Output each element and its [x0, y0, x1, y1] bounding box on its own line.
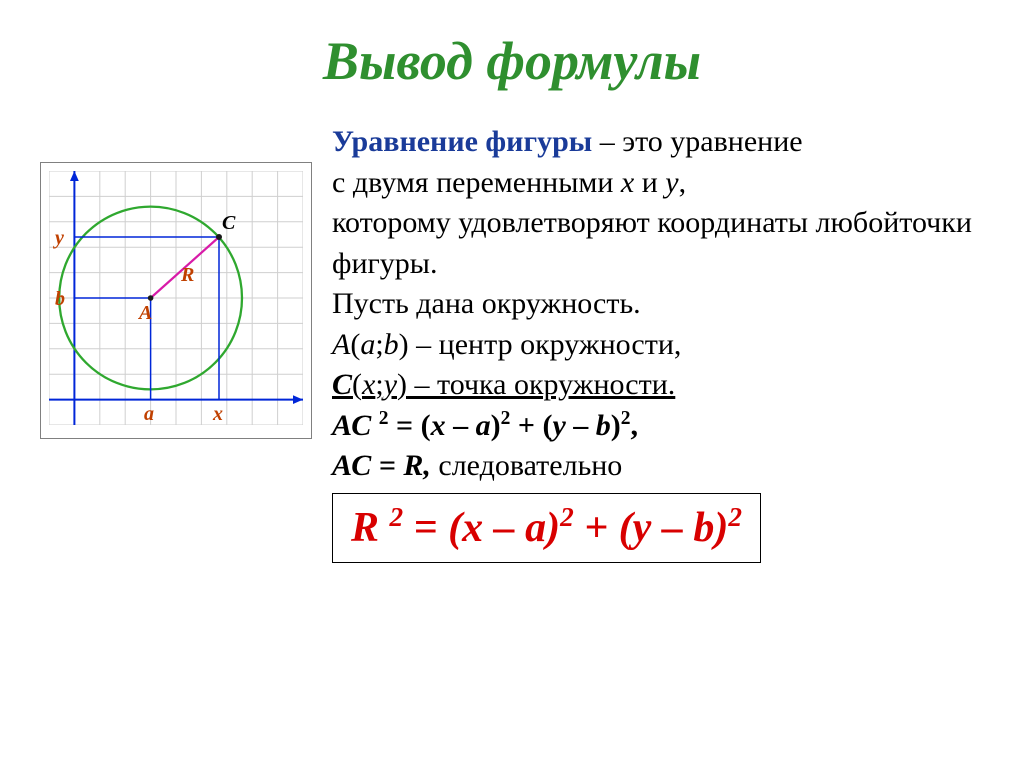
p6-C: С: [332, 368, 352, 401]
label-R: R: [180, 264, 194, 286]
p6-rest: – точка окружности.: [407, 368, 675, 401]
f-sup2: 2: [560, 502, 574, 532]
text-column: Уравнение фигуры – это уравнение с двумя…: [332, 122, 984, 563]
paragraph-4: Пусть дана окружность.: [332, 284, 984, 325]
f-sup3: 2: [728, 502, 742, 532]
f-eq: = (: [403, 505, 462, 551]
f-m2: –: [651, 505, 693, 551]
p6-x: х: [362, 368, 375, 401]
p6-open: (: [352, 368, 362, 401]
p7-m1: –: [446, 409, 476, 442]
term: Уравнение фигуры: [332, 125, 592, 158]
p8-rest: следовательно: [431, 449, 622, 482]
p7-eq: = (: [389, 409, 431, 442]
p6-y: у: [384, 368, 397, 401]
p7-c1: ): [491, 409, 501, 442]
p7-m2: –: [566, 409, 596, 442]
label-x: x: [212, 403, 223, 425]
label-A: A: [137, 302, 152, 324]
f-c1: ): [546, 505, 560, 551]
p1-rest: – это уравнение: [592, 125, 802, 158]
p7-sup1: 2: [379, 408, 389, 429]
p7-comma: ,: [631, 409, 639, 442]
paragraph-5: А(а;b) – центр окружности,: [332, 325, 984, 366]
p6-sep: ;: [375, 368, 383, 401]
p7-sup2: 2: [501, 408, 511, 429]
p5-a: а: [360, 328, 375, 361]
p7-c2: ): [611, 409, 621, 442]
var-y: у: [665, 166, 678, 199]
paragraph-1: Уравнение фигуры – это уравнение: [332, 122, 984, 163]
f-m1: –: [483, 505, 525, 551]
slide: Вывод формулы: [0, 0, 1024, 767]
p7-x: х: [431, 409, 446, 442]
f-c2: ): [714, 505, 728, 551]
f-R: R: [351, 505, 390, 551]
point-c-dot: [216, 234, 222, 240]
p7-a: а: [476, 409, 491, 442]
f-y: у: [633, 505, 652, 551]
p5-A: А: [332, 328, 350, 361]
p2b: и: [634, 166, 665, 199]
f-plus: + (: [574, 505, 633, 551]
p5-sep: ;: [375, 328, 383, 361]
f-b: b: [693, 505, 714, 551]
f-sup1: 2: [390, 502, 404, 532]
label-C: C: [222, 212, 236, 234]
f-a: а: [525, 505, 546, 551]
paragraph-8: АС = R, следовательно: [332, 446, 984, 487]
label-a: a: [144, 403, 154, 425]
p7-plus: + (: [510, 409, 552, 442]
p8-AC: АС = R,: [332, 449, 431, 482]
diagram-container: A C R y b a x: [40, 162, 312, 439]
p5-b: b: [384, 328, 399, 361]
p5-rest: – центр окружности,: [409, 328, 682, 361]
label-b: b: [55, 288, 65, 310]
p7-AC: АС: [332, 409, 379, 442]
paragraph-6: С(х;у) – точка окружности.: [332, 365, 984, 406]
paragraph-2: с двумя переменными х и у,: [332, 163, 984, 204]
f-x: х: [462, 505, 483, 551]
main-formula: R 2 = (х – а)2 + (у – b)2: [332, 493, 761, 564]
p2c: ,: [679, 166, 687, 199]
slide-title: Вывод формулы: [40, 30, 984, 92]
paragraph-7: АС 2 = (х – а)2 + (у – b)2,: [332, 406, 984, 447]
p5-close: ): [399, 328, 409, 361]
p5-open: (: [350, 328, 360, 361]
label-y: y: [53, 227, 64, 249]
center-dot: [148, 295, 154, 301]
p2a: с двумя переменными: [332, 166, 621, 199]
p6-close: ): [397, 368, 407, 401]
content-row: A C R y b a x Уравнение фигуры – это ура…: [40, 122, 984, 563]
p7-y: у: [552, 409, 565, 442]
p7-sup3: 2: [621, 408, 631, 429]
diagram-border: A C R y b a x: [40, 162, 312, 439]
paragraph-3: которому удовлетворяют координаты любойт…: [332, 203, 984, 284]
coordinate-diagram: A C R y b a x: [49, 171, 303, 425]
p7-b: b: [596, 409, 611, 442]
var-x: х: [621, 166, 634, 199]
